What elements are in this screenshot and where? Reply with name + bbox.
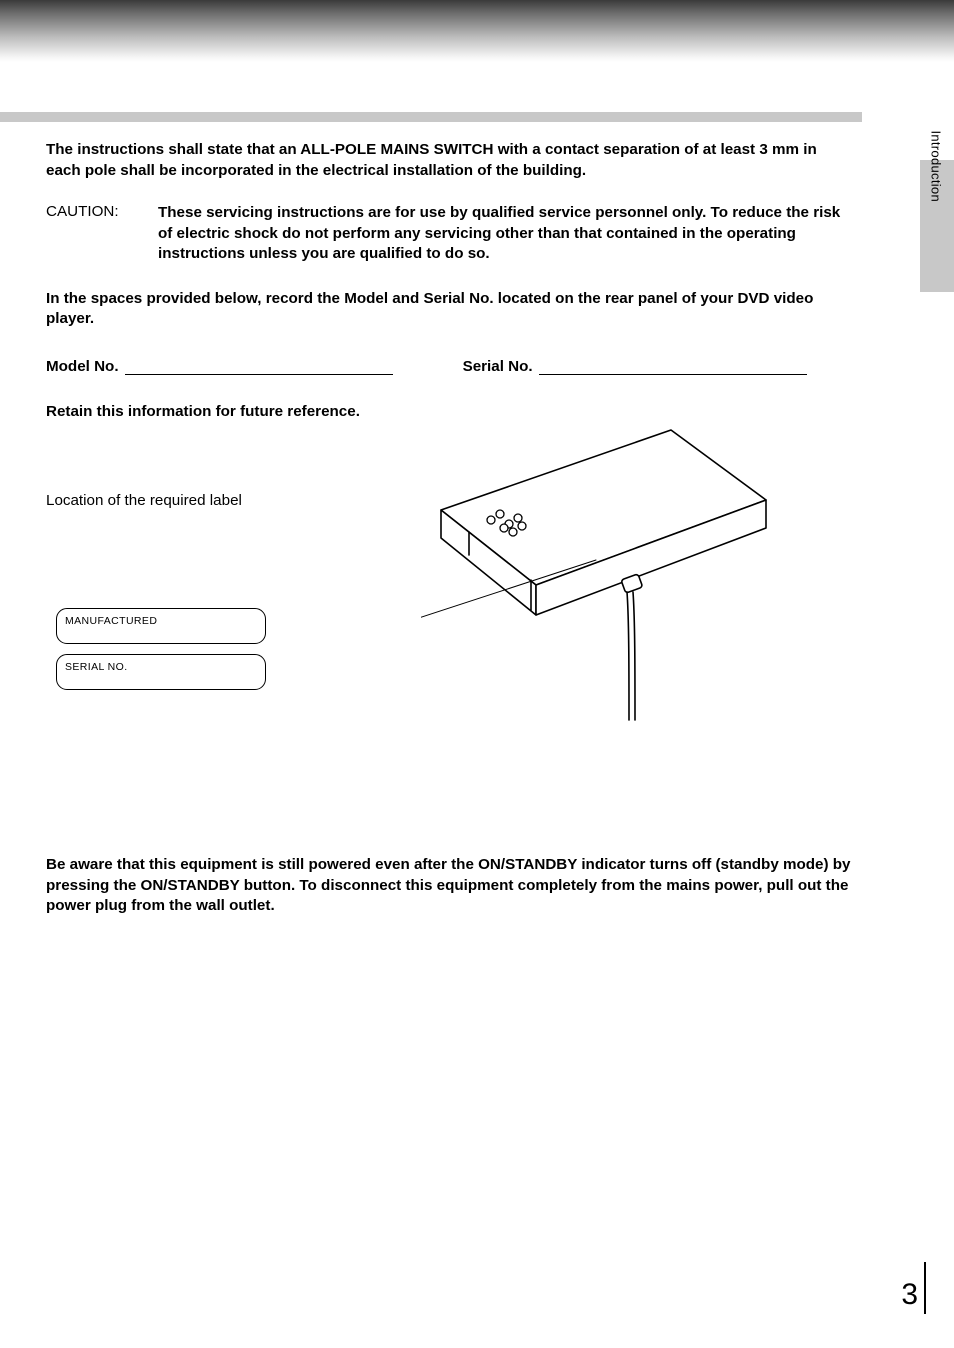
mains-switch-paragraph: The instructions shall state that an ALL…: [46, 140, 852, 181]
section-tab-label: Introduction: [929, 130, 944, 202]
serial-field: Serial No.: [463, 358, 807, 375]
content-area: The instructions shall state that an ALL…: [46, 140, 852, 509]
serial-label: Serial No.: [463, 358, 533, 375]
page-number: 3: [901, 1278, 918, 1312]
caution-text: These servicing instructions are for use…: [158, 203, 852, 265]
caution-label: CAUTION:: [46, 203, 158, 265]
record-info-paragraph: In the spaces provided below, record the…: [46, 289, 852, 330]
model-field: Model No.: [46, 358, 393, 375]
manufactured-box: MANUFACTURED: [56, 608, 266, 644]
model-serial-fields: Model No. Serial No.: [46, 358, 852, 375]
page-root: Introduction The instructions shall stat…: [0, 0, 954, 1348]
page-number-rule: [924, 1262, 926, 1314]
header-gradient: [0, 0, 954, 62]
retain-paragraph: Retain this information for future refer…: [46, 403, 852, 420]
standby-note: Be aware that this equipment is still po…: [46, 855, 852, 917]
model-underline[interactable]: [125, 361, 393, 375]
label-boxes: MANUFACTURED SERIAL NO.: [56, 608, 266, 690]
model-label: Model No.: [46, 358, 119, 375]
serial-no-box: SERIAL NO.: [56, 654, 266, 690]
header-rule: [0, 112, 862, 122]
caution-row: CAUTION: These servicing instructions ar…: [46, 203, 852, 265]
serial-underline[interactable]: [539, 361, 807, 375]
device-diagram: [421, 420, 781, 750]
